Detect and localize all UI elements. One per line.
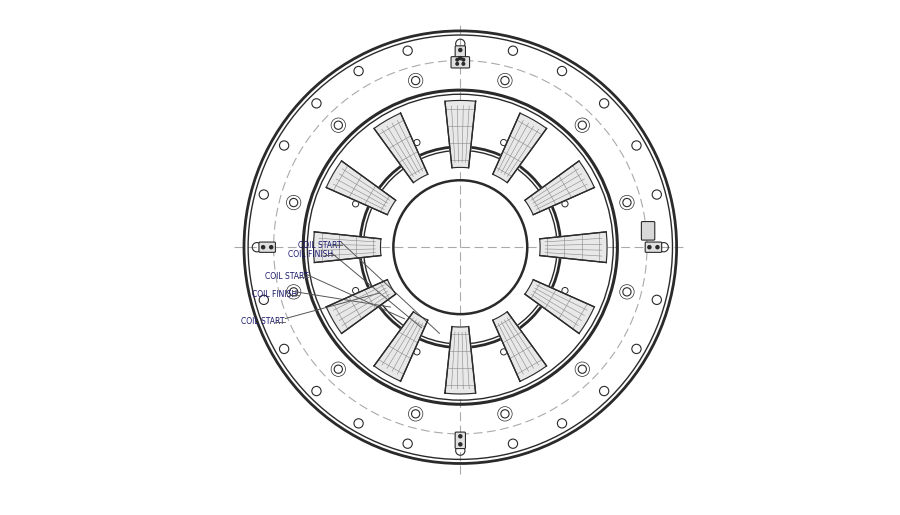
FancyBboxPatch shape xyxy=(645,242,662,252)
FancyBboxPatch shape xyxy=(455,432,465,449)
Circle shape xyxy=(270,246,273,249)
Circle shape xyxy=(462,59,464,61)
Circle shape xyxy=(459,435,462,438)
Polygon shape xyxy=(313,232,381,263)
Circle shape xyxy=(456,63,458,65)
Circle shape xyxy=(262,246,265,249)
Circle shape xyxy=(648,246,651,249)
Circle shape xyxy=(456,59,458,61)
Circle shape xyxy=(459,443,462,446)
Polygon shape xyxy=(540,232,608,263)
Polygon shape xyxy=(445,100,475,168)
Circle shape xyxy=(656,246,659,249)
Text: COIL START: COIL START xyxy=(265,272,308,281)
Text: COIL FINISH: COIL FINISH xyxy=(288,250,333,260)
Polygon shape xyxy=(493,113,546,183)
Polygon shape xyxy=(525,161,594,215)
Polygon shape xyxy=(374,312,428,381)
FancyBboxPatch shape xyxy=(642,221,655,240)
Circle shape xyxy=(462,63,464,65)
FancyBboxPatch shape xyxy=(455,46,465,62)
Polygon shape xyxy=(326,280,396,334)
Text: COIL START: COIL START xyxy=(241,317,285,327)
Circle shape xyxy=(459,57,462,60)
Polygon shape xyxy=(445,327,475,394)
FancyBboxPatch shape xyxy=(259,242,275,252)
Polygon shape xyxy=(525,280,594,334)
FancyBboxPatch shape xyxy=(451,57,470,68)
Text: COIL START: COIL START xyxy=(298,241,342,250)
Polygon shape xyxy=(374,113,428,183)
Polygon shape xyxy=(326,161,396,215)
Polygon shape xyxy=(493,312,546,381)
Circle shape xyxy=(459,48,462,52)
Text: COIL FINISH: COIL FINISH xyxy=(252,290,297,299)
